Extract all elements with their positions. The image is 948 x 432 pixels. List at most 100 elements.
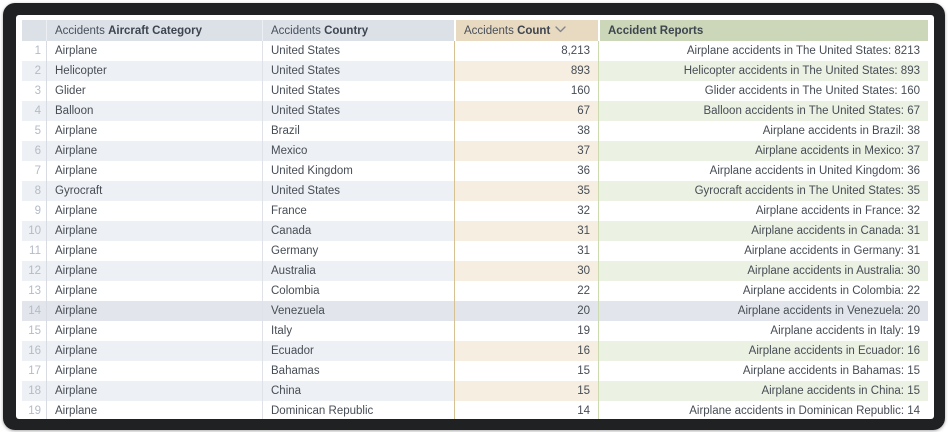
count-cell[interactable]: 20 <box>454 301 598 321</box>
aircraft-category-cell[interactable]: Airplane <box>46 161 262 181</box>
table-row[interactable]: 2 Helicopter United States 893 Helicopter ac… <box>22 61 928 81</box>
count-cell[interactable]: 36 <box>454 161 598 181</box>
report-cell[interactable]: Airplane accidents in Canada: 31 <box>598 221 928 241</box>
country-cell[interactable]: United States <box>262 101 454 121</box>
table-row[interactable]: 19 Airplane Dominican Republic 14 Airplane a… <box>22 401 928 419</box>
count-cell[interactable]: 31 <box>454 241 598 261</box>
report-cell[interactable]: Airplane accidents in Ecuador: 16 <box>598 341 928 361</box>
report-cell[interactable]: Airplane accidents in Italy: 19 <box>598 321 928 341</box>
row-number[interactable]: 15 <box>22 321 46 341</box>
aircraft-category-cell[interactable]: Airplane <box>46 401 262 419</box>
aircraft-category-cell[interactable]: Airplane <box>46 381 262 401</box>
report-cell[interactable]: Airplane accidents in Australia: 30 <box>598 261 928 281</box>
country-cell[interactable]: Bahamas <box>262 361 454 381</box>
table-row[interactable]: 18 Airplane China 15 Airplane accidents in C… <box>22 381 928 401</box>
country-cell[interactable]: Mexico <box>262 141 454 161</box>
report-cell[interactable]: Helicopter accidents in The United State… <box>598 61 928 81</box>
row-number[interactable]: 18 <box>22 381 46 401</box>
count-cell[interactable]: 30 <box>454 261 598 281</box>
aircraft-category-cell[interactable]: Balloon <box>46 101 262 121</box>
row-number[interactable]: 19 <box>22 401 46 419</box>
table-row[interactable]: 8 Gyrocraft United States 35 Gyrocraft accid… <box>22 181 928 201</box>
count-cell[interactable]: 19 <box>454 321 598 341</box>
aircraft-category-cell[interactable]: Airplane <box>46 361 262 381</box>
country-cell[interactable]: United States <box>262 81 454 101</box>
count-cell[interactable]: 14 <box>454 401 598 419</box>
report-cell[interactable]: Airplane accidents in Brazil: 38 <box>598 121 928 141</box>
row-number[interactable]: 3 <box>22 81 46 101</box>
column-header-aircraft-category[interactable]: Accidents Aircraft Category <box>46 20 262 41</box>
country-cell[interactable]: Ecuador <box>262 341 454 361</box>
aircraft-category-cell[interactable]: Airplane <box>46 201 262 221</box>
country-cell[interactable]: Brazil <box>262 121 454 141</box>
table-row[interactable]: 15 Airplane Italy 19 Airplane accidents in I… <box>22 321 928 341</box>
country-cell[interactable]: United Kingdom <box>262 161 454 181</box>
aircraft-category-cell[interactable]: Airplane <box>46 241 262 261</box>
country-cell[interactable]: Venezuela <box>262 301 454 321</box>
report-cell[interactable]: Airplane accidents in Germany: 31 <box>598 241 928 261</box>
column-header-country[interactable]: Accidents Country <box>262 20 454 41</box>
row-number[interactable]: 9 <box>22 201 46 221</box>
country-cell[interactable]: United States <box>262 61 454 81</box>
table-row[interactable]: 3 Glider United States 160 Glider accidents … <box>22 81 928 101</box>
report-cell[interactable]: Airplane accidents in France: 32 <box>598 201 928 221</box>
sort-descending-icon[interactable] <box>555 20 566 40</box>
report-cell[interactable]: Glider accidents in The United States: 1… <box>598 81 928 101</box>
report-cell[interactable]: Airplane accidents in Bahamas: 15 <box>598 361 928 381</box>
table-row[interactable]: 1 Airplane United States 8,213 Airplane acci… <box>22 41 928 61</box>
count-cell[interactable]: 38 <box>454 121 598 141</box>
aircraft-category-cell[interactable]: Airplane <box>46 121 262 141</box>
aircraft-category-cell[interactable]: Helicopter <box>46 61 262 81</box>
country-cell[interactable]: Italy <box>262 321 454 341</box>
table-row[interactable]: 12 Airplane Australia 30 Airplane accidents … <box>22 261 928 281</box>
table-row[interactable]: 14 Airplane Venezuela 20 Airplane accidents … <box>22 301 928 321</box>
table-row[interactable]: 11 Airplane Germany 31 Airplane accidents in… <box>22 241 928 261</box>
country-cell[interactable]: United States <box>262 181 454 201</box>
aircraft-category-cell[interactable]: Airplane <box>46 221 262 241</box>
aircraft-category-cell[interactable]: Airplane <box>46 301 262 321</box>
count-cell[interactable]: 37 <box>454 141 598 161</box>
count-cell[interactable]: 32 <box>454 201 598 221</box>
country-cell[interactable]: Canada <box>262 221 454 241</box>
row-number[interactable]: 13 <box>22 281 46 301</box>
row-number[interactable]: 6 <box>22 141 46 161</box>
country-cell[interactable]: United States <box>262 41 454 61</box>
count-cell[interactable]: 31 <box>454 221 598 241</box>
report-cell[interactable]: Balloon accidents in The United States: … <box>598 101 928 121</box>
aircraft-category-cell[interactable]: Airplane <box>46 341 262 361</box>
row-number[interactable]: 1 <box>22 41 46 61</box>
aircraft-category-cell[interactable]: Gyrocraft <box>46 181 262 201</box>
row-number[interactable]: 12 <box>22 261 46 281</box>
aircraft-category-cell[interactable]: Airplane <box>46 321 262 341</box>
report-cell[interactable]: Airplane accidents in Mexico: 37 <box>598 141 928 161</box>
row-number[interactable]: 5 <box>22 121 46 141</box>
table-row[interactable]: 17 Airplane Bahamas 15 Airplane accidents in… <box>22 361 928 381</box>
country-cell[interactable]: Dominican Republic <box>262 401 454 419</box>
row-number[interactable]: 8 <box>22 181 46 201</box>
country-cell[interactable]: France <box>262 201 454 221</box>
count-cell[interactable]: 67 <box>454 101 598 121</box>
report-cell[interactable]: Airplane accidents in China: 15 <box>598 381 928 401</box>
country-cell[interactable]: Australia <box>262 261 454 281</box>
country-cell[interactable]: Germany <box>262 241 454 261</box>
report-cell[interactable]: Airplane accidents in Colombia: 22 <box>598 281 928 301</box>
row-number[interactable]: 4 <box>22 101 46 121</box>
column-header-count[interactable]: Accidents Count <box>454 20 598 41</box>
count-cell[interactable]: 160 <box>454 81 598 101</box>
table-row[interactable]: 9 Airplane France 32 Airplane accidents in F… <box>22 201 928 221</box>
aircraft-category-cell[interactable]: Airplane <box>46 141 262 161</box>
row-number[interactable]: 2 <box>22 61 46 81</box>
count-cell[interactable]: 893 <box>454 61 598 81</box>
count-cell[interactable]: 22 <box>454 281 598 301</box>
row-number[interactable]: 17 <box>22 361 46 381</box>
aircraft-category-cell[interactable]: Airplane <box>46 41 262 61</box>
count-cell[interactable]: 16 <box>454 341 598 361</box>
count-cell[interactable]: 15 <box>454 361 598 381</box>
row-number[interactable]: 16 <box>22 341 46 361</box>
country-cell[interactable]: China <box>262 381 454 401</box>
table-row[interactable]: 6 Airplane Mexico 37 Airplane accidents in M… <box>22 141 928 161</box>
count-cell[interactable]: 8,213 <box>454 41 598 61</box>
row-number[interactable]: 10 <box>22 221 46 241</box>
table-row[interactable]: 4 Balloon United States 67 Balloon accidents… <box>22 101 928 121</box>
report-cell[interactable]: Airplane accidents in Dominican Republic… <box>598 401 928 419</box>
